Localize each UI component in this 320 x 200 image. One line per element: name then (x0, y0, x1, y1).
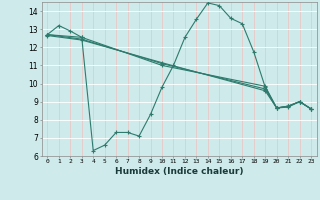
X-axis label: Humidex (Indice chaleur): Humidex (Indice chaleur) (115, 167, 244, 176)
